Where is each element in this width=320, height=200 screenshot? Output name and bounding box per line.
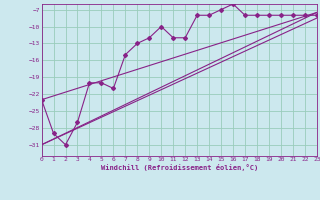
X-axis label: Windchill (Refroidissement éolien,°C): Windchill (Refroidissement éolien,°C) (100, 164, 258, 171)
